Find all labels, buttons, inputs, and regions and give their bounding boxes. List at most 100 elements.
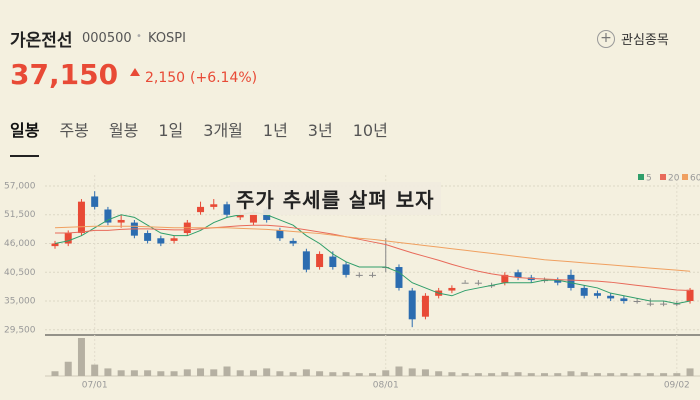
y-tick-label: 29,500 bbox=[4, 325, 36, 335]
stock-code: 000500 bbox=[82, 31, 132, 46]
volume-bar bbox=[355, 373, 363, 376]
x-tick-label: 09/02 bbox=[664, 381, 690, 391]
up-arrow bbox=[130, 68, 140, 76]
legend-label: 20 bbox=[668, 174, 680, 184]
tab[interactable]: 3개월 bbox=[203, 121, 243, 140]
volume-bar bbox=[488, 373, 496, 376]
volume-bar bbox=[448, 372, 456, 376]
volume-bar bbox=[302, 369, 310, 376]
y-tick-label: 46,000 bbox=[4, 239, 36, 249]
annotation: 주가 추세를 살펴 보자 bbox=[230, 182, 441, 215]
tab[interactable]: 10년 bbox=[352, 121, 388, 140]
candle-body bbox=[276, 230, 284, 239]
candle-body bbox=[51, 243, 59, 247]
volume-bar bbox=[514, 372, 522, 376]
volume-bar bbox=[541, 373, 549, 376]
stock-name: 가온전선 bbox=[10, 31, 73, 51]
volume-bar bbox=[197, 368, 205, 376]
volume-bar bbox=[501, 372, 509, 376]
candle-body bbox=[236, 214, 244, 218]
candle-body bbox=[474, 282, 482, 284]
y-tick-label: 51,500 bbox=[4, 210, 36, 220]
volume-bar bbox=[104, 368, 112, 376]
plus-icon: + bbox=[597, 29, 615, 48]
candle-body bbox=[170, 238, 178, 241]
candle-body bbox=[408, 290, 416, 320]
candle-body bbox=[302, 251, 310, 270]
candle-body bbox=[289, 240, 297, 244]
volume-bar bbox=[554, 373, 562, 376]
watch-label: 관심종목 bbox=[621, 33, 669, 48]
volume-bar bbox=[646, 373, 654, 376]
tab[interactable]: 월봉 bbox=[108, 121, 139, 140]
candle-body bbox=[607, 295, 615, 299]
candle-body bbox=[593, 293, 601, 296]
tab[interactable]: 일봉 bbox=[10, 117, 40, 157]
candle-body bbox=[223, 204, 231, 215]
tab[interactable]: 1년 bbox=[262, 121, 288, 140]
volume-bar bbox=[382, 370, 390, 376]
watch-button[interactable]: + 관심종목 bbox=[597, 29, 669, 48]
volume-bar bbox=[593, 373, 601, 376]
volume-bar bbox=[263, 368, 271, 376]
candle-body bbox=[117, 219, 125, 223]
volume-bar bbox=[170, 371, 178, 376]
volume-bar bbox=[567, 371, 575, 376]
candle-body bbox=[448, 287, 456, 291]
volume-bar bbox=[527, 373, 535, 376]
volume-bar bbox=[144, 370, 152, 376]
candle-body bbox=[395, 267, 403, 288]
volume-bar bbox=[77, 338, 85, 376]
tab[interactable]: 주봉 bbox=[59, 121, 89, 140]
volume-bar bbox=[117, 370, 125, 376]
volume-bar bbox=[276, 371, 284, 376]
volume-bar bbox=[183, 369, 191, 376]
candle-body bbox=[249, 212, 257, 223]
candle-body bbox=[620, 298, 628, 302]
volume-bar bbox=[289, 372, 297, 376]
candle-body bbox=[210, 204, 218, 207]
volume-bar bbox=[130, 370, 138, 376]
volume-bar bbox=[249, 370, 257, 376]
candle-body bbox=[342, 264, 350, 275]
volume-bar bbox=[633, 373, 641, 376]
y-tick-label: 40,500 bbox=[4, 268, 36, 278]
moving-average bbox=[55, 224, 691, 292]
candle-body bbox=[329, 256, 337, 268]
candle-body bbox=[316, 253, 324, 268]
volume-bar bbox=[210, 369, 218, 376]
legend-swatch bbox=[638, 174, 644, 180]
candle-body bbox=[660, 303, 668, 305]
candle-body bbox=[554, 280, 562, 283]
candle-body bbox=[501, 274, 509, 283]
volume-bar bbox=[660, 373, 668, 376]
legend-swatch bbox=[682, 174, 688, 180]
volume-bar bbox=[157, 371, 165, 376]
legend-label: 5 bbox=[646, 174, 652, 184]
tabs: 일봉 주봉 월봉 1일 3개월 1년 3년 10년 bbox=[10, 117, 408, 157]
candle-body bbox=[461, 282, 469, 284]
tab[interactable]: 1일 bbox=[158, 121, 184, 140]
candle-body bbox=[369, 274, 377, 276]
y-tick-label: 57,000 bbox=[4, 181, 36, 191]
volume-bar bbox=[607, 373, 615, 376]
price: 37,150 bbox=[10, 58, 119, 91]
candle-body bbox=[567, 274, 575, 288]
volume-bar bbox=[580, 372, 588, 376]
moving-average bbox=[54, 211, 691, 305]
candle-body bbox=[514, 272, 522, 278]
x-tick-label: 08/01 bbox=[373, 381, 399, 391]
tab[interactable]: 3년 bbox=[307, 121, 333, 140]
volume-bar bbox=[673, 373, 681, 376]
volume-bar bbox=[461, 373, 469, 376]
candle-body bbox=[421, 295, 429, 317]
change-pct: (+6.14%) bbox=[190, 70, 258, 86]
volume-bar bbox=[474, 373, 482, 376]
volume-bar bbox=[64, 361, 72, 376]
moving-average bbox=[54, 225, 691, 272]
market: KOSPI bbox=[148, 31, 186, 46]
candle-body bbox=[64, 233, 72, 244]
candle-body bbox=[646, 303, 654, 305]
